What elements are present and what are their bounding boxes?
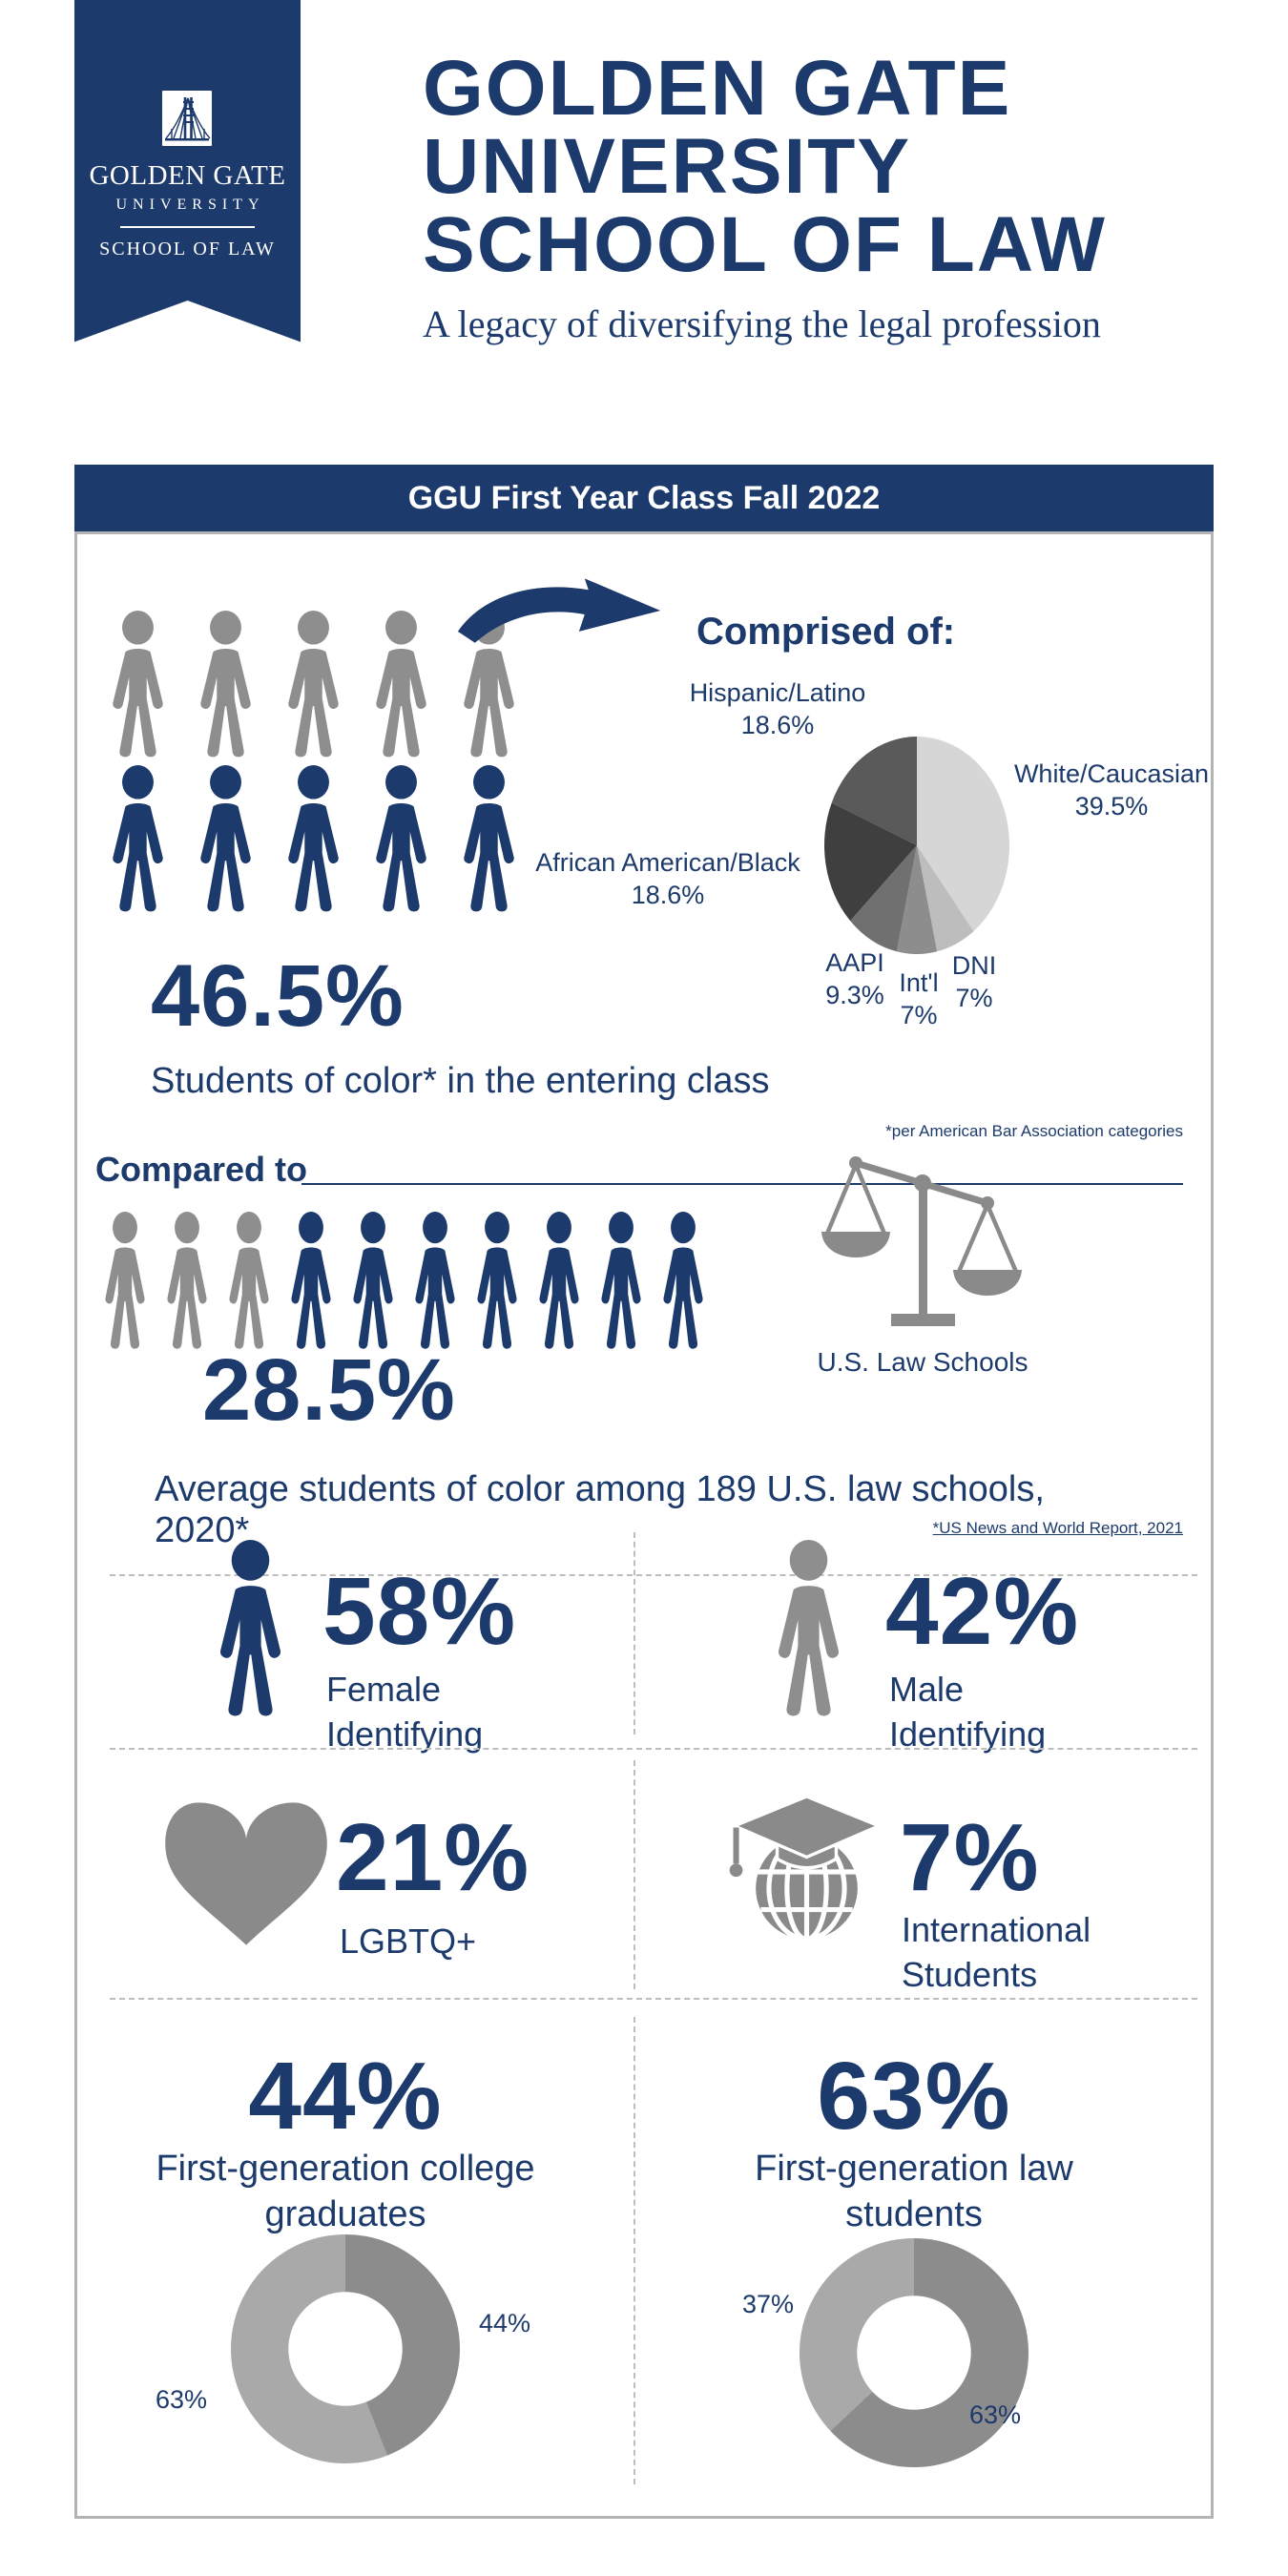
donut-chart-firstgen-college bbox=[231, 2234, 460, 2463]
donut-law-label-dark: 63% bbox=[968, 2400, 1022, 2429]
label-firstgen-law: First-generation law students bbox=[755, 2149, 1073, 2234]
pie-label-white: White/Caucasian 39.5% bbox=[1013, 759, 1210, 821]
pie-slice bbox=[824, 802, 917, 922]
person-icon bbox=[276, 765, 351, 916]
pie-slice bbox=[896, 845, 938, 954]
label-male: Male Identifying bbox=[889, 1670, 1047, 1754]
divider-vertical-3 bbox=[634, 2017, 635, 2484]
donut-college-label-dark: 44% bbox=[478, 2309, 531, 2337]
content-box bbox=[74, 531, 1214, 2519]
person-icon bbox=[95, 1212, 155, 1353]
donut-chart-firstgen-law bbox=[800, 2238, 1028, 2467]
footnote-usnews: *US News and World Report, 2021 bbox=[932, 1519, 1183, 1537]
donut-law-label-light: 37% bbox=[741, 2290, 795, 2318]
page-title-line3: SCHOOL OF LAW bbox=[423, 201, 1107, 288]
person-icon bbox=[188, 765, 263, 916]
stat-students-of-color: 46.5% bbox=[151, 947, 405, 1045]
pie-slice bbox=[917, 845, 974, 952]
page-subtitle: A legacy of diversifying the legal profe… bbox=[423, 302, 1101, 345]
female-person-icon bbox=[205, 1536, 296, 1725]
person-icon bbox=[100, 765, 176, 916]
person-icon bbox=[654, 1212, 713, 1353]
person-icon bbox=[157, 1212, 217, 1353]
page-title-line2: UNIVERSITY bbox=[423, 123, 912, 210]
page-title-line1: GOLDEN GATE bbox=[423, 45, 1012, 132]
heart-icon bbox=[165, 1802, 327, 1945]
person-icon bbox=[276, 611, 351, 761]
donut-college-label-light: 63% bbox=[155, 2385, 208, 2414]
divider-vertical-1 bbox=[634, 1532, 635, 1735]
stat-firstgen-college: 44% bbox=[248, 2043, 443, 2150]
stat-international: 7% bbox=[900, 1804, 1040, 1911]
stat-avg-students-of-color: 28.5% bbox=[202, 1341, 456, 1439]
caption-avg-students-of-color: Average students of color among 189 U.S.… bbox=[155, 1469, 1045, 1550]
male-person-icon bbox=[763, 1536, 854, 1725]
stat-male: 42% bbox=[885, 1558, 1080, 1665]
comprised-of-label: Comprised of: bbox=[696, 611, 956, 653]
person-icon bbox=[188, 611, 263, 761]
logo-org-university: UNIVERSITY bbox=[115, 197, 265, 213]
person-icon bbox=[364, 765, 439, 916]
person-icon bbox=[100, 611, 176, 761]
page-title: GOLDEN GATE UNIVERSITY SCHOOL OF LAW bbox=[423, 50, 1243, 284]
pie-label-intl: Int'l 7% bbox=[899, 968, 939, 1029]
golden-gate-bridge-icon bbox=[162, 91, 212, 146]
person-icon bbox=[405, 1212, 465, 1353]
compared-to-rule bbox=[301, 1183, 1183, 1185]
scales-of-justice-icon bbox=[821, 1156, 1022, 1326]
person-icon bbox=[219, 1212, 279, 1353]
pie-label-aapi: AAPI 9.3% bbox=[825, 948, 884, 1009]
pictogram-us-law-schools bbox=[95, 1212, 713, 1353]
divider-vertical-2 bbox=[634, 1760, 635, 1989]
caption-students-of-color: Students of color* in the entering class bbox=[151, 1061, 770, 1101]
scales-label: U.S. Law Schools bbox=[817, 1347, 1028, 1377]
pie-slice bbox=[831, 737, 917, 845]
school-logo-pennant bbox=[74, 0, 301, 343]
ethnicity-pie-chart bbox=[824, 737, 1009, 954]
person-icon bbox=[364, 611, 439, 761]
graduation-globe-icon bbox=[729, 1795, 883, 1942]
logo-org-name: GOLDEN GATE bbox=[89, 160, 286, 191]
divider-horizontal-2 bbox=[110, 1748, 1197, 1750]
curved-arrow-icon bbox=[457, 578, 661, 643]
person-icon bbox=[467, 1212, 527, 1353]
stat-lgbtq: 21% bbox=[336, 1804, 530, 1911]
label-firstgen-college: First-generation college graduates bbox=[156, 2149, 535, 2234]
stat-firstgen-law: 63% bbox=[817, 2043, 1011, 2150]
person-icon bbox=[281, 1212, 341, 1353]
person-icon bbox=[592, 1212, 651, 1353]
label-international: International Students bbox=[902, 1910, 1091, 1994]
section-banner: GGU First Year Class Fall 2022 bbox=[74, 465, 1214, 531]
person-icon bbox=[451, 765, 527, 916]
pie-label-hispanic: Hispanic/Latino 18.6% bbox=[689, 678, 866, 739]
pie-label-dni: DNI 7% bbox=[951, 951, 997, 1012]
compared-to-label: Compared to bbox=[95, 1150, 308, 1189]
person-icon bbox=[530, 1212, 589, 1353]
pictogram-entering-class-row2 bbox=[100, 765, 527, 916]
divider-horizontal-3 bbox=[110, 1998, 1197, 2000]
pie-slice bbox=[917, 737, 1009, 932]
logo-school-of-law: SCHOOL OF LAW bbox=[99, 239, 276, 260]
pie-label-african-american: African American/Black 18.6% bbox=[535, 848, 800, 909]
divider-horizontal-1 bbox=[110, 1574, 1197, 1576]
person-icon bbox=[343, 1212, 403, 1353]
footnote-aba: *per American Bar Association categories bbox=[885, 1122, 1183, 1140]
label-lgbtq: LGBTQ+ bbox=[340, 1922, 477, 1961]
logo-divider bbox=[120, 226, 255, 228]
pie-slice bbox=[850, 845, 917, 952]
label-female: Female Identifying bbox=[326, 1670, 484, 1754]
stat-female: 58% bbox=[322, 1558, 517, 1665]
